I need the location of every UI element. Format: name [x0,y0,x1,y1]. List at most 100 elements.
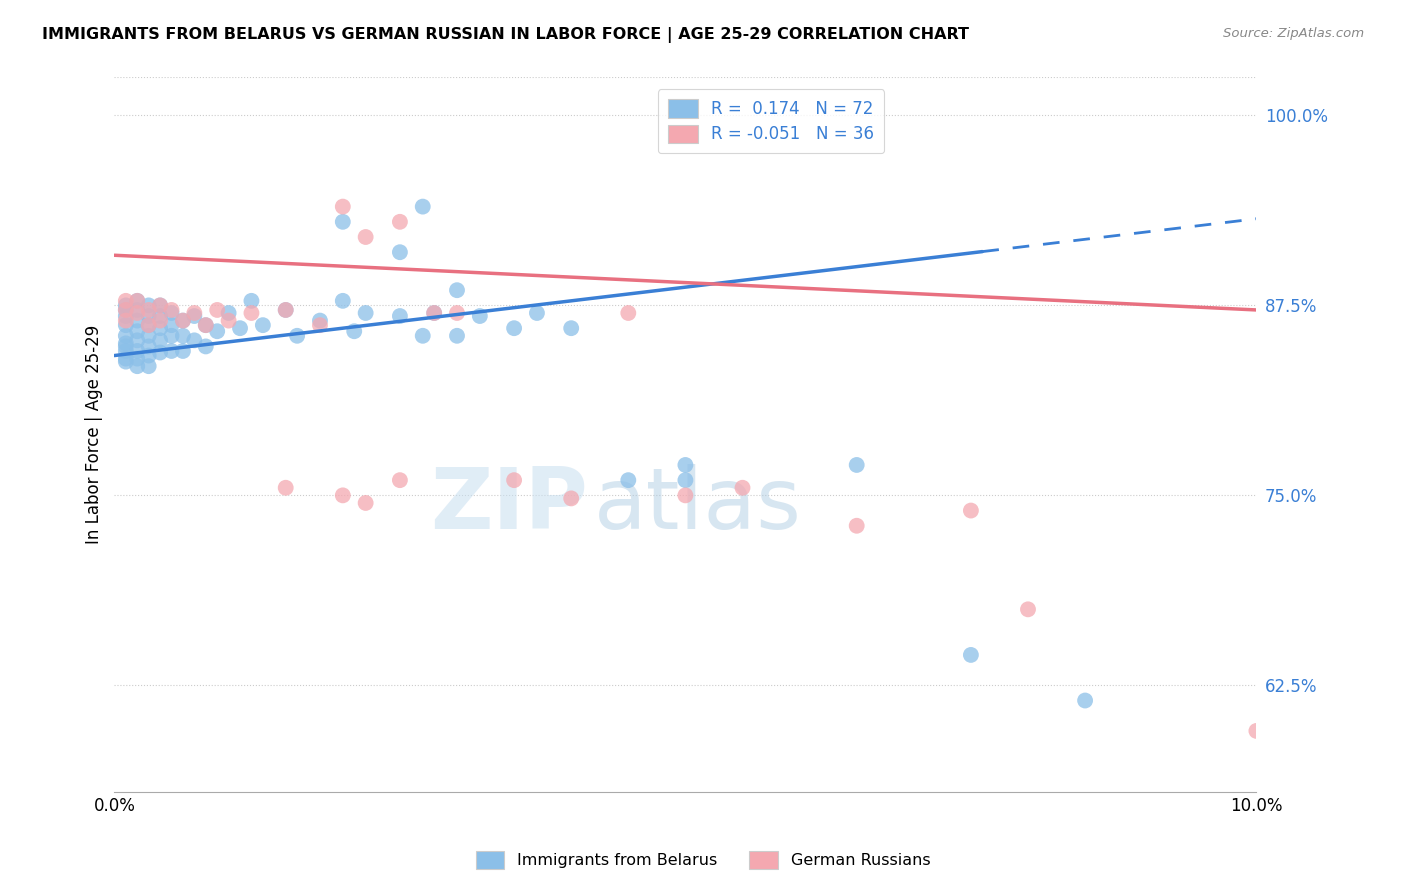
Point [183,334,205,348]
Point [309,318,332,333]
Y-axis label: In Labor Force | Age 25-29: In Labor Force | Age 25-29 [86,325,103,544]
Text: IMMIGRANTS FROM BELARUS VS GERMAN RUSSIAN IN LABOR FORCE | AGE 25-29 CORRELATION: IMMIGRANTS FROM BELARUS VS GERMAN RUSSIA… [42,27,969,43]
Point [127,293,149,308]
Point [560,491,582,506]
Point [503,473,526,487]
Point [114,298,136,312]
Point [114,339,136,353]
Point [423,306,446,320]
Point [183,309,205,323]
Point [127,324,149,338]
Point [127,293,149,308]
Point [205,324,228,338]
Point [194,339,217,353]
Point [138,339,160,353]
Point [412,328,434,343]
Point [127,359,149,374]
Point [617,473,640,487]
Point [194,318,217,333]
Point [149,298,172,312]
Point [172,313,194,327]
Point [332,488,354,502]
Point [309,313,332,327]
Point [172,313,194,327]
Text: Source: ZipAtlas.com: Source: ZipAtlas.com [1223,27,1364,40]
Point [138,298,160,312]
Point [388,215,411,229]
Point [560,321,582,335]
Point [127,302,149,317]
Point [149,321,172,335]
Point [229,321,252,335]
Point [114,328,136,343]
Point [114,351,136,366]
Point [114,309,136,323]
Point [114,336,136,351]
Point [332,293,354,308]
Point [503,321,526,335]
Text: ZIP: ZIP [430,465,588,548]
Point [138,302,160,317]
Point [149,345,172,359]
Point [127,313,149,327]
Point [183,306,205,320]
Point [114,354,136,368]
Point [127,306,149,320]
Point [114,293,136,308]
Point [274,481,297,495]
Point [731,481,754,495]
Point [446,328,468,343]
Point [172,328,194,343]
Point [388,473,411,487]
Point [343,324,366,338]
Point [149,313,172,327]
Point [149,298,172,312]
Point [673,458,696,472]
Point [160,343,183,358]
Point [138,318,160,333]
Point [218,306,240,320]
Point [252,318,274,333]
Point [354,230,377,244]
Point [617,306,640,320]
Point [160,318,183,333]
Point [160,302,183,317]
Point [114,302,136,317]
Point [388,309,411,323]
Point [138,328,160,343]
Point [114,318,136,333]
Text: atlas: atlas [595,465,801,548]
Point [114,313,136,327]
Point [274,302,297,317]
Point [1074,693,1097,707]
Point [412,200,434,214]
Point [354,496,377,510]
Point [423,306,446,320]
Legend: Immigrants from Belarus, German Russians: Immigrants from Belarus, German Russians [470,845,936,875]
Point [332,215,354,229]
Point [127,351,149,366]
Point [138,349,160,363]
Point [285,328,308,343]
Point [960,648,983,662]
Point [845,518,868,533]
Point [240,293,263,308]
Point [446,283,468,297]
Point [160,306,183,320]
Point [149,309,172,323]
Point [388,245,411,260]
Point [160,328,183,343]
Point [114,343,136,358]
Point [138,318,160,333]
Point [138,359,160,374]
Point [138,309,160,323]
Legend: R =  0.174   N = 72, R = -0.051   N = 36: R = 0.174 N = 72, R = -0.051 N = 36 [658,89,884,153]
Point [172,343,194,358]
Point [845,458,868,472]
Point [274,302,297,317]
Point [114,302,136,317]
Point [1246,723,1268,738]
Point [673,488,696,502]
Point [205,302,228,317]
Point [127,343,149,358]
